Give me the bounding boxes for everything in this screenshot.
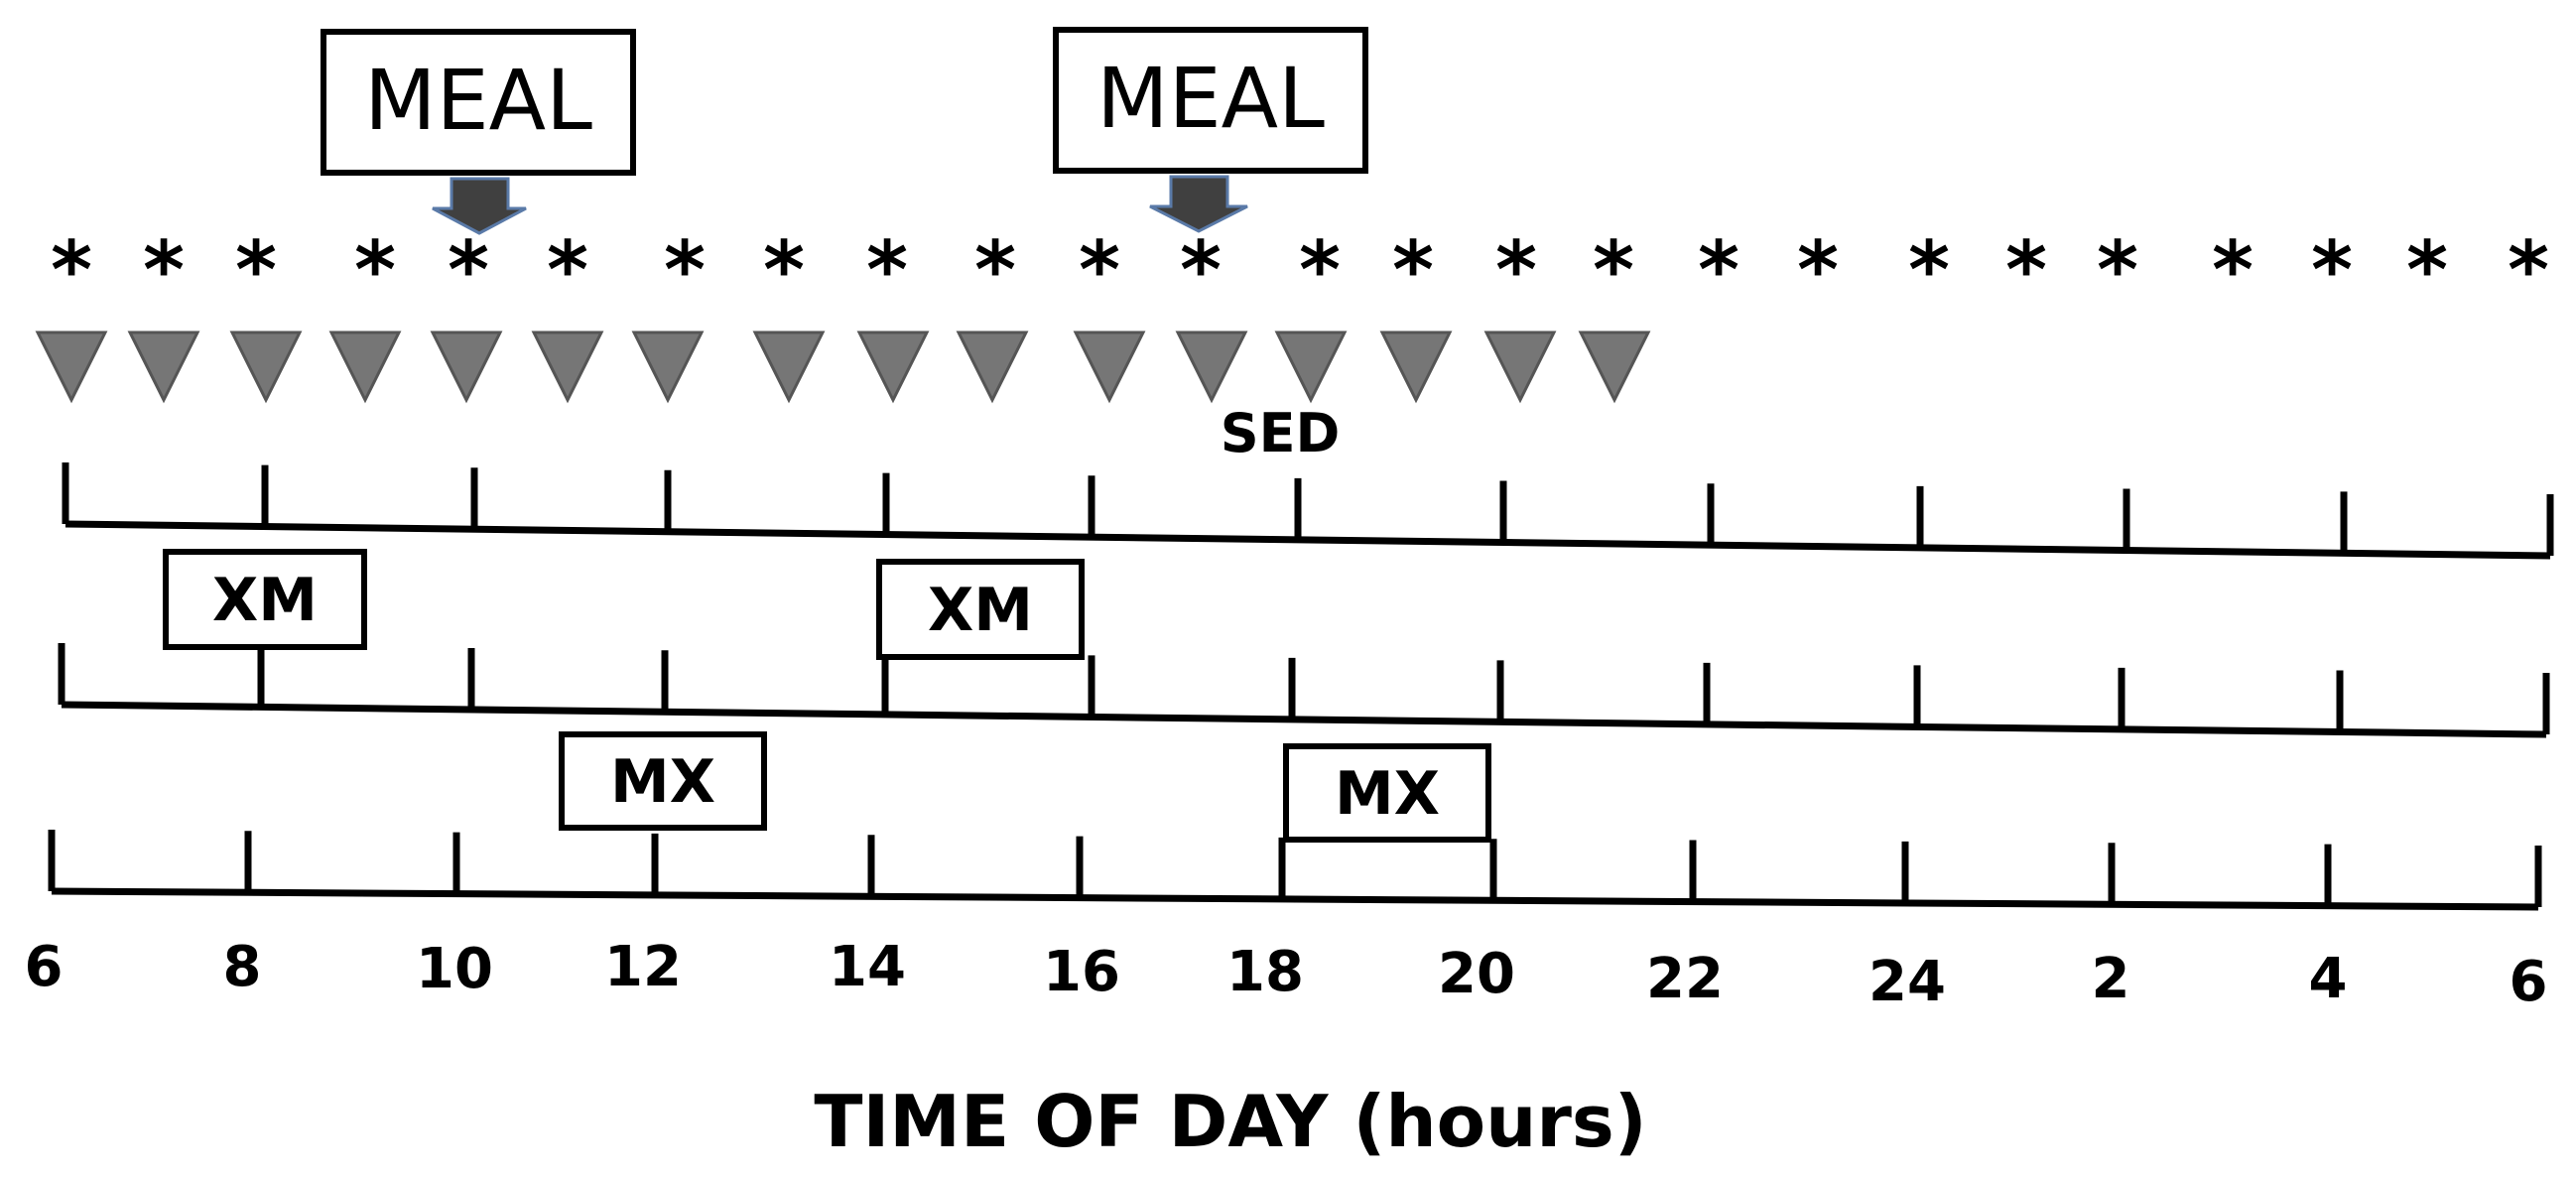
axis-tick-label: 24 <box>1868 950 1946 1014</box>
sample-star: * <box>2406 224 2448 317</box>
timeline-mx <box>48 830 2542 911</box>
xm-box-label: XM <box>212 566 318 635</box>
sample-triangle-icon <box>856 330 930 404</box>
sample-triangle-icon <box>328 330 402 404</box>
mx-box <box>1283 743 1491 843</box>
sample-triangle-icon <box>1483 330 1557 404</box>
sample-star: * <box>354 224 396 317</box>
meal-marker-1: MEAL <box>321 29 636 235</box>
mx-box-2: MX <box>1283 743 1491 843</box>
axis-tick-label: 16 <box>1043 940 1120 1004</box>
sample-star: * <box>1593 224 1634 317</box>
meal-arrow-icon <box>1149 175 1248 233</box>
sample-star: * <box>1180 224 1222 317</box>
sample-star: * <box>1079 224 1120 317</box>
xm-box-2: XM <box>876 559 1085 660</box>
axis-tick-labels: 6 8 10 12 14 16 18 20 22 24 2 4 6 <box>25 935 2548 1014</box>
xm-box-label: XM <box>928 576 1033 645</box>
xm-box <box>163 549 367 650</box>
meal-marker-2: MEAL <box>1053 27 1368 233</box>
axis-tick-label: 10 <box>416 937 493 1001</box>
sample-star: * <box>866 224 908 317</box>
mx-box-label: MX <box>610 747 715 817</box>
sample-star: * <box>1797 224 1839 317</box>
sample-star: * <box>235 224 277 317</box>
sample-star: * <box>143 224 185 317</box>
sample-star: * <box>1392 224 1434 317</box>
sample-star: * <box>1908 224 1950 317</box>
sample-triangle-icon <box>752 330 826 404</box>
mx-box-label: MX <box>1335 759 1440 829</box>
meal-box <box>321 29 636 176</box>
sample-star: * <box>1299 224 1341 317</box>
mx-box-1: MX <box>559 731 767 831</box>
sample-star: * <box>2311 224 2353 317</box>
sample-star: * <box>2508 224 2549 317</box>
axis-tick-label: 20 <box>1438 942 1515 1006</box>
sed-label: SED <box>1221 402 1341 464</box>
axis-tick-label: 18 <box>1226 940 1304 1004</box>
sample-star: * <box>2212 224 2254 317</box>
axis-tick-label: 14 <box>829 935 906 999</box>
sample-triangle-icon <box>1578 330 1651 404</box>
timeline-sed <box>62 462 2554 560</box>
meal-label: MEAL <box>1096 50 1325 147</box>
timeline-xm <box>58 643 2550 738</box>
sample-star: * <box>2097 224 2138 317</box>
sample-star: * <box>1698 224 1739 317</box>
sample-star: * <box>664 224 706 317</box>
timeline-axis <box>61 701 2547 738</box>
sample-triangle-icon <box>631 330 705 404</box>
timeline-axis <box>51 887 2539 911</box>
sample-triangle-icon <box>956 330 1029 404</box>
meal-label: MEAL <box>364 52 592 149</box>
sample-triangle-icon <box>531 330 604 404</box>
sample-star: * <box>1495 224 1537 317</box>
sample-star: * <box>448 224 489 317</box>
axis-tick-label: 2 <box>2092 947 2130 1011</box>
sample-triangle-icon <box>229 330 303 404</box>
mx-box <box>559 731 767 831</box>
sample-triangle-icon <box>1379 330 1453 404</box>
axis-title: TIME OF DAY (hours) <box>814 1080 1646 1163</box>
xm-box-1: XM <box>163 549 367 650</box>
xm-box <box>876 559 1085 660</box>
timeline-axis <box>64 520 2551 560</box>
sample-star-row: * * * * * * * * * * * * * * * * * * * * * * * * * <box>51 224 2549 317</box>
sample-triangle-icon <box>1175 330 1248 404</box>
axis-tick-label: 8 <box>223 935 262 999</box>
sample-triangle-row <box>35 330 1651 404</box>
axis-tick-label: 12 <box>604 935 682 999</box>
sample-triangle-icon <box>1274 330 1348 404</box>
sample-triangle-icon <box>127 330 200 404</box>
axis-tick-label: 4 <box>2309 947 2348 1011</box>
meal-arrow-icon <box>432 177 527 235</box>
sample-star: * <box>763 224 805 317</box>
axis-tick-label: 22 <box>1646 947 1724 1011</box>
sample-triangle-icon <box>35 330 108 404</box>
axis-tick-label: 6 <box>25 935 64 999</box>
sample-star: * <box>2005 224 2047 317</box>
axis-tick-label: 6 <box>2510 950 2548 1014</box>
sample-star: * <box>547 224 588 317</box>
sample-triangle-icon <box>430 330 503 404</box>
sample-triangle-icon <box>1073 330 1146 404</box>
sample-star: * <box>974 224 1016 317</box>
meal-box <box>1053 27 1368 174</box>
sample-star: * <box>51 224 92 317</box>
